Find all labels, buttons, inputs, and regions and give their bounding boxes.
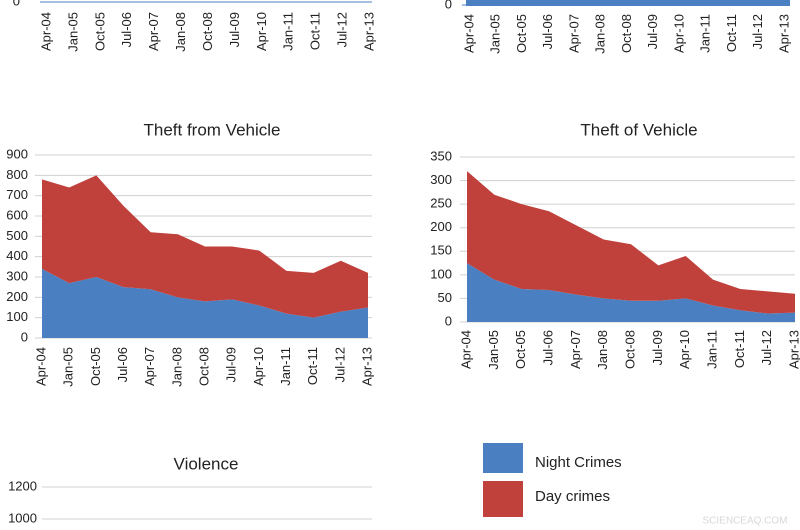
- x-tick-label: Jan-05: [65, 12, 80, 52]
- x-tick-label: Oct-05: [92, 12, 107, 51]
- x-tick-label: Jan-05: [61, 347, 76, 387]
- y-tick-label: 1200: [8, 478, 37, 493]
- x-tick-label: Apr-07: [146, 12, 161, 51]
- x-tick-label: Jul-06: [540, 330, 555, 365]
- partial-area: [466, 0, 790, 6]
- x-tick-label: Apr-10: [251, 347, 266, 386]
- x-tick-label: Jul-09: [645, 14, 660, 49]
- x-tick-label: Jul-09: [227, 12, 242, 47]
- y-tick-label: 1000: [8, 510, 37, 525]
- y-tick-label: 700: [6, 187, 28, 202]
- x-tick-label: Jul-09: [650, 330, 665, 365]
- x-tick-label: Oct-08: [196, 347, 211, 386]
- x-tick-label: Jan-11: [704, 330, 719, 369]
- y-tick-label: 200: [6, 289, 28, 304]
- x-tick-label: Oct-11: [724, 14, 739, 52]
- x-tick-label: Apr-07: [142, 347, 157, 386]
- y-tick-label: 50: [438, 290, 452, 305]
- x-tick-label: Jan-11: [281, 12, 296, 51]
- x-tick-label: Jan-11: [278, 347, 293, 386]
- x-tick-label: Oct-08: [200, 12, 215, 51]
- y-tick-label: 250: [430, 196, 452, 211]
- legend-swatch: [483, 481, 523, 517]
- x-tick-label: Oct-08: [619, 14, 634, 53]
- y-tick-label: 800: [6, 167, 28, 182]
- x-tick-label: Jan-11: [698, 14, 713, 53]
- x-tick-label: Oct-11: [305, 347, 320, 385]
- watermark: SCIENCEAQ.COM: [702, 516, 787, 527]
- x-tick-label: Oct-05: [88, 347, 103, 386]
- y-tick-label: 900: [6, 146, 28, 161]
- x-tick-label: Apr-13: [776, 14, 791, 53]
- x-tick-label: Oct-11: [732, 330, 747, 368]
- y-tick-label: 100: [430, 266, 452, 281]
- y-tick-label: 350: [430, 148, 452, 163]
- x-tick-label: Oct-11: [308, 12, 323, 50]
- y-tick-label: 0: [445, 0, 452, 11]
- x-tick-label: Jan-08: [593, 14, 608, 54]
- x-tick-label: Jan-05: [488, 14, 503, 54]
- legend-label: Night Crimes: [535, 454, 622, 471]
- y-tick-label: 200: [430, 219, 452, 234]
- x-tick-label: Apr-13: [786, 330, 800, 369]
- x-tick-label: Jul-09: [224, 347, 239, 382]
- y-tick-label: 100: [6, 309, 28, 324]
- x-tick-label: Apr-04: [461, 14, 476, 53]
- x-tick-label: Jul-12: [335, 12, 350, 47]
- area: [42, 268, 368, 338]
- x-tick-label: Jul-06: [119, 12, 134, 47]
- x-tick-label: Oct-08: [622, 330, 637, 369]
- x-tick-label: Apr-13: [359, 347, 374, 386]
- x-tick-label: Apr-10: [677, 330, 692, 369]
- x-tick-label: Apr-04: [33, 347, 48, 386]
- area: [467, 171, 795, 314]
- y-tick-label: 0: [13, 0, 20, 8]
- x-tick-label: Apr-07: [566, 14, 581, 53]
- area: [467, 263, 795, 322]
- x-tick-label: Apr-04: [458, 330, 473, 369]
- x-tick-label: Jan-08: [169, 347, 184, 387]
- x-tick-label: Jan-08: [173, 12, 188, 52]
- x-tick-label: Jan-05: [486, 330, 501, 370]
- x-tick-label: Oct-05: [513, 330, 528, 369]
- x-tick-label: Apr-13: [361, 12, 376, 51]
- y-tick-label: 300: [6, 268, 28, 283]
- legend-label: Day crimes: [535, 488, 610, 505]
- y-tick-label: 150: [430, 243, 452, 258]
- legend-swatch: [483, 443, 523, 473]
- area: [42, 175, 368, 318]
- x-tick-label: Oct-05: [514, 14, 529, 53]
- x-tick-label: Jul-12: [759, 330, 774, 365]
- y-tick-label: 600: [6, 207, 28, 222]
- y-tick-label: 500: [6, 228, 28, 243]
- x-tick-label: Apr-10: [671, 14, 686, 53]
- x-tick-label: Apr-04: [38, 12, 53, 51]
- x-tick-label: Jul-06: [540, 14, 555, 49]
- y-tick-label: 0: [21, 329, 28, 344]
- x-tick-label: Apr-07: [568, 330, 583, 369]
- chart-title: Theft from Vehicle: [143, 120, 280, 139]
- x-tick-label: Jan-08: [595, 330, 610, 370]
- x-tick-label: Jul-06: [115, 347, 130, 382]
- y-tick-label: 300: [430, 172, 452, 187]
- x-tick-label: Jul-12: [750, 14, 765, 49]
- chart-title: Violence: [174, 454, 239, 473]
- x-tick-label: Apr-10: [254, 12, 269, 51]
- x-tick-label: Jul-12: [332, 347, 347, 382]
- y-tick-label: 400: [6, 248, 28, 263]
- chart-title: Theft of Vehicle: [580, 120, 697, 139]
- y-tick-label: 0: [445, 313, 452, 328]
